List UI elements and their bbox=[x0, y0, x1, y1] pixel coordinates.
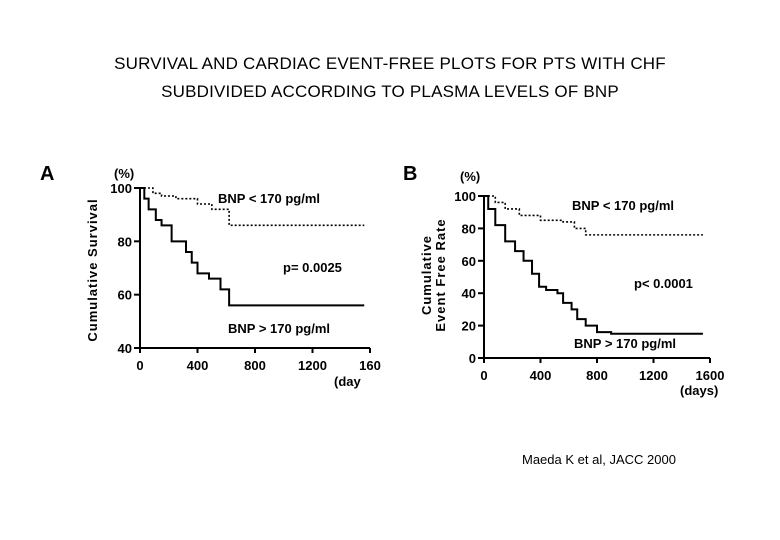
panel-a-y-tick-label: 100 bbox=[110, 181, 132, 196]
panel-b: B (%) Cumulative Event Free Rate 0 20 40 60… bbox=[403, 163, 724, 398]
panel-b-x-tick-label: 0 bbox=[480, 368, 487, 383]
panel-a-y-tick-label: 80 bbox=[118, 234, 132, 249]
panel-b-y-tick-label: 20 bbox=[462, 319, 476, 334]
panel-a: A (%) Cumulative Survival 40 60 80 100 0 400… bbox=[40, 163, 381, 389]
panel-a-x-tick-label: 800 bbox=[244, 358, 266, 373]
panel-b-letter: B bbox=[403, 163, 417, 185]
panel-b-x-tick-label: 1600 bbox=[696, 368, 725, 383]
panel-a-label-bnp-low: BNP < 170 pg/ml bbox=[218, 191, 320, 206]
panel-a-x-tick-label: 160 bbox=[359, 358, 381, 373]
panel-a-y-tick-label: 60 bbox=[118, 288, 132, 303]
panel-b-unit-label: (%) bbox=[460, 169, 480, 184]
panel-b-line-bnp-high bbox=[484, 195, 703, 335]
panel-a-label-bnp-high: BNP > 170 pg/ml bbox=[228, 321, 330, 336]
panel-b-y-tick-label: 80 bbox=[462, 221, 476, 236]
panel-b-x-tick-label: 800 bbox=[586, 368, 608, 383]
panel-b-ylabel-line-1: Cumulative bbox=[419, 235, 434, 315]
panel-a-x-tick-label: 400 bbox=[187, 358, 209, 373]
panel-a-p-value: p= 0.0025 bbox=[283, 260, 342, 275]
panel-b-y-tick-label: 100 bbox=[454, 189, 476, 204]
panel-a-line-bnp-low bbox=[140, 187, 365, 227]
panel-a-y-ticks: 40 60 80 100 bbox=[110, 181, 140, 356]
panel-b-label-bnp-low: BNP < 170 pg/ml bbox=[572, 198, 674, 213]
panel-b-y-ticks: 0 20 40 60 80 100 bbox=[454, 189, 484, 366]
panel-b-y-tick-label: 0 bbox=[469, 351, 476, 366]
title-line-2: SUBDIVIDED ACCORDING TO PLASMA LEVELS OF… bbox=[161, 82, 619, 101]
panel-a-x-tick-label: 1200 bbox=[298, 358, 327, 373]
panel-b-x-ticks: 0 400 800 1200 1600 bbox=[480, 358, 724, 383]
panel-a-line-bnp-high bbox=[140, 187, 365, 307]
panel-b-y-tick-label: 40 bbox=[462, 286, 476, 301]
citation: Maeda K et al, JACC 2000 bbox=[522, 452, 676, 467]
panel-a-y-tick-label: 40 bbox=[118, 341, 132, 356]
panel-a-x-ticks: 0 400 800 1200 160 bbox=[136, 348, 381, 373]
panel-b-p-value: p< 0.0001 bbox=[634, 276, 693, 291]
panel-b-line-bnp-low bbox=[484, 195, 703, 236]
panel-b-x-tick-label: 400 bbox=[530, 368, 552, 383]
panel-a-xlabel: (day bbox=[334, 374, 362, 389]
title-line-1: SURVIVAL AND CARDIAC EVENT-FREE PLOTS FO… bbox=[114, 54, 666, 73]
panel-b-ylabel-line-2: Event Free Rate bbox=[433, 218, 448, 331]
panel-b-xlabel: (days) bbox=[680, 383, 718, 398]
panel-a-ylabel: Cumulative Survival bbox=[85, 198, 100, 341]
panel-a-x-tick-label: 0 bbox=[136, 358, 143, 373]
panel-a-letter: A bbox=[40, 163, 54, 185]
panel-b-label-bnp-high: BNP > 170 pg/ml bbox=[574, 336, 676, 351]
slide-title: SURVIVAL AND CARDIAC EVENT-FREE PLOTS FO… bbox=[0, 50, 780, 106]
panel-a-unit-label: (%) bbox=[114, 166, 134, 181]
panel-b-x-tick-label: 1200 bbox=[639, 368, 668, 383]
panel-b-y-tick-label: 60 bbox=[462, 254, 476, 269]
